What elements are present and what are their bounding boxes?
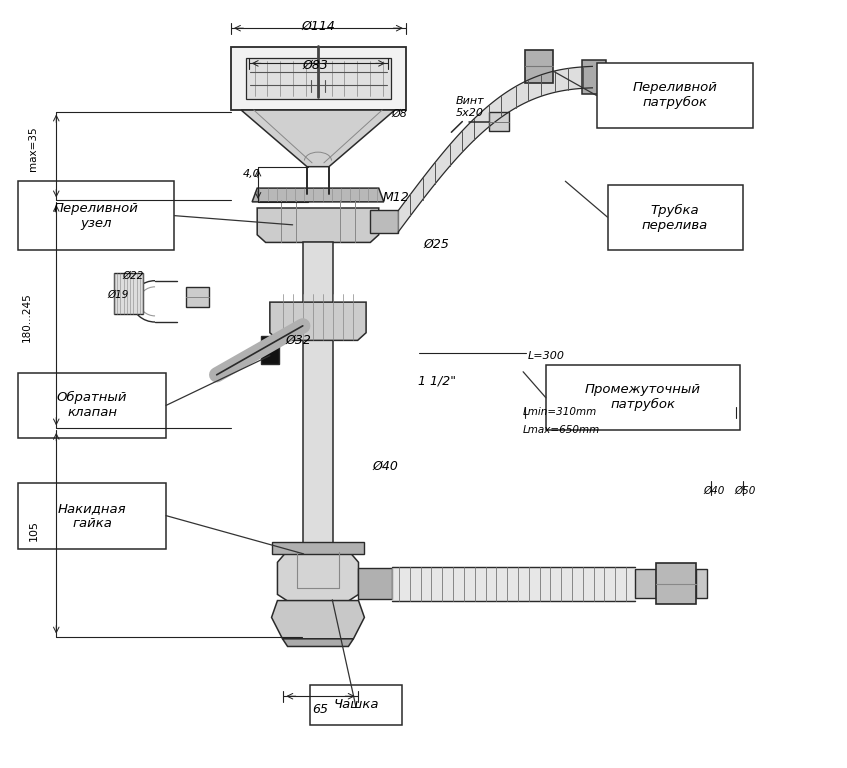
Bar [246,58,391,99]
Bar [302,243,333,548]
Bar [19,372,166,438]
Polygon shape [270,302,366,340]
Text: Переливной
патрубок: Переливной патрубок [632,81,717,109]
Text: 180...245: 180...245 [22,292,31,342]
Text: Ø32: Ø32 [286,334,312,347]
Text: Обратный
клапан: Обратный клапан [57,391,127,419]
Text: M12: M12 [383,190,410,204]
Text: Накидная
гайка: Накидная гайка [58,502,126,530]
Text: L=300: L=300 [529,351,565,361]
Polygon shape [241,110,395,167]
Bar [113,273,143,314]
Text: Ø40: Ø40 [373,459,399,472]
Text: Ø114: Ø114 [301,20,335,33]
Polygon shape [392,567,634,601]
Text: Переливной
узел: Переливной узел [54,202,139,230]
Text: max=35: max=35 [29,126,38,170]
Bar [546,365,740,430]
Bar [272,542,364,554]
Text: Ø22: Ø22 [122,270,143,280]
Bar [490,111,509,131]
Bar [525,50,552,83]
Text: Ø8: Ø8 [391,109,407,119]
Bar [656,563,696,604]
Bar [696,569,707,598]
Bar [596,63,753,127]
Text: Lmin=310mm: Lmin=310mm [523,406,596,416]
Text: 65: 65 [313,703,329,716]
Text: Промежуточный
патрубок: Промежуточный патрубок [585,383,701,412]
Text: Трубка
перелива: Трубка перелива [642,204,708,232]
Polygon shape [278,548,358,602]
Polygon shape [257,208,379,243]
Text: Ø83: Ø83 [302,59,329,72]
Bar [607,185,743,250]
Text: 105: 105 [29,521,38,541]
Bar [358,568,392,599]
Bar [186,286,209,306]
Bar [261,336,280,364]
Text: Ø40: Ø40 [704,486,725,496]
Text: Ø19: Ø19 [108,290,129,300]
Polygon shape [398,66,592,232]
Polygon shape [283,639,353,647]
Text: Чашка: Чашка [333,698,379,711]
Text: 4,0: 4,0 [243,169,261,180]
Text: 1 1/2": 1 1/2" [418,375,457,387]
Polygon shape [272,601,364,639]
Bar [19,181,174,250]
Text: Винт
5x20: Винт 5x20 [456,96,484,118]
Bar [582,60,606,94]
Text: Lmax=650mm: Lmax=650mm [523,425,600,435]
Bar [309,685,402,724]
Bar [19,484,166,548]
Polygon shape [252,188,384,202]
Bar [231,48,406,110]
Text: Ø25: Ø25 [424,237,450,250]
Bar [634,569,656,598]
Text: Ø50: Ø50 [734,486,756,496]
Bar [370,210,398,233]
